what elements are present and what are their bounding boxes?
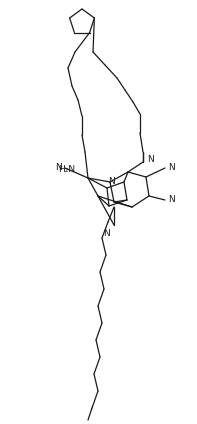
Text: N: N <box>168 164 175 173</box>
Text: N: N <box>168 195 175 204</box>
Text: N: N <box>147 156 154 165</box>
Text: N: N <box>103 229 110 238</box>
Text: N: N <box>55 164 62 173</box>
Text: H₂N: H₂N <box>58 165 75 175</box>
Text: N: N <box>109 176 115 186</box>
